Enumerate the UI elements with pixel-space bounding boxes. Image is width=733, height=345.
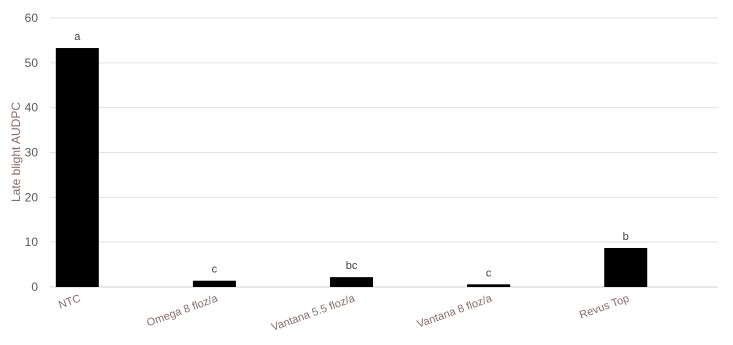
x-tick-label: Vantana 8 floz/a: [416, 292, 495, 330]
x-tick-label: Omega 8 floz/a: [145, 292, 220, 329]
x-tick-label: Vantana 5.5 floz/a: [270, 292, 357, 334]
bar: [192, 280, 236, 287]
y-axis-label: Late blight AUDPC: [9, 102, 23, 202]
data-labels: a c bc c b: [74, 31, 629, 279]
y-tick-label: 60: [25, 11, 39, 25]
bar: [604, 247, 648, 287]
data-label: c: [212, 264, 218, 276]
data-label: b: [623, 231, 629, 243]
x-tick-label: NTC: [57, 293, 82, 312]
data-label: c: [486, 267, 492, 279]
x-tick-label: Revus Top: [578, 293, 631, 322]
bar: [55, 48, 99, 288]
y-tick-label: 20: [25, 190, 39, 204]
y-axis-ticks: 0 10 20 30 40 50 60: [25, 11, 39, 294]
x-axis-labels: NTC Omega 8 floz/a Vantana 5.5 floz/a Vanta…: [57, 292, 631, 334]
y-tick-label: 50: [25, 56, 39, 70]
y-tick-label: 0: [31, 280, 38, 294]
bars: [55, 48, 648, 288]
y-tick-label: 30: [25, 146, 39, 160]
data-label: a: [74, 31, 81, 43]
data-label: bc: [346, 260, 358, 272]
y-tick-label: 40: [25, 101, 39, 115]
y-tick-label: 10: [25, 235, 39, 249]
gridlines: [50, 17, 718, 288]
bar: [330, 277, 374, 287]
bar: [467, 284, 511, 287]
